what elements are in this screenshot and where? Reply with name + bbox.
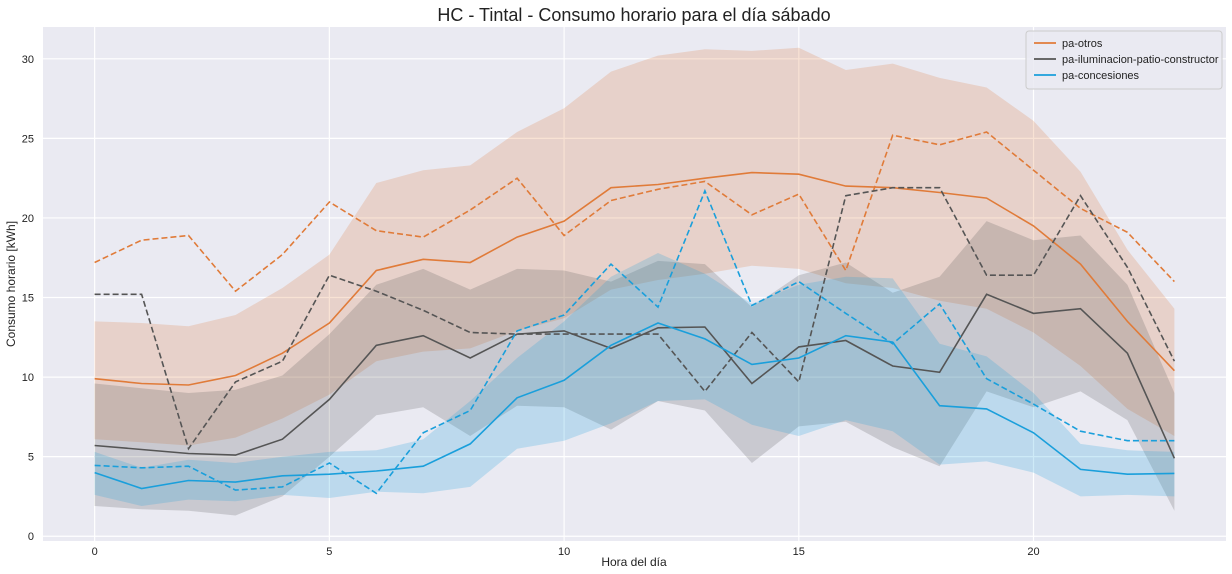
series-dashed-line <box>94 131 1175 293</box>
grid-lines <box>43 27 1226 541</box>
confidence-bands <box>94 47 1175 516</box>
y-axis-label: Consumo horario [kWh] <box>4 221 18 347</box>
y-tick-label: 30 <box>22 54 34 66</box>
legend-label: pa-otros <box>1062 38 1103 50</box>
chart-title: HC - Tintal - Consumo horario para el dí… <box>437 5 830 25</box>
series-mean-line <box>94 293 1176 459</box>
series-mean-line <box>94 322 1175 490</box>
x-axis-label: Hora del día <box>601 555 667 569</box>
y-tick-label: 25 <box>22 133 34 145</box>
x-tick-label: 5 <box>326 546 332 558</box>
y-tick-label: 15 <box>22 293 34 305</box>
confidence-band <box>94 221 1175 516</box>
legend: pa-otros pa-iluminacion-patio-constructor… <box>1025 30 1223 90</box>
series-mean-line <box>94 171 1175 386</box>
axis-ticks: 0 5 10 15 20 0 5 10 15 20 25 30 <box>22 54 1040 558</box>
y-tick-label: 10 <box>22 372 34 384</box>
plot-background <box>43 27 1226 541</box>
confidence-band <box>94 47 1175 446</box>
x-tick-label: 15 <box>793 546 805 558</box>
x-tick-label: 10 <box>558 546 570 558</box>
legend-label: pa-iluminacion-patio-constructor <box>1062 54 1219 66</box>
x-tick-label: 0 <box>92 546 98 558</box>
confidence-band <box>94 253 1175 506</box>
y-tick-label: 20 <box>22 213 34 225</box>
series-dashed-line <box>94 188 1175 495</box>
y-tick-label: 0 <box>28 531 34 543</box>
legend-label: pa-concesiones <box>1062 70 1140 82</box>
series-dashed-line <box>94 186 1176 451</box>
legend-box <box>1025 30 1223 90</box>
series-lines <box>94 131 1176 495</box>
x-tick-label: 20 <box>1027 546 1039 558</box>
y-tick-label: 5 <box>28 452 34 464</box>
